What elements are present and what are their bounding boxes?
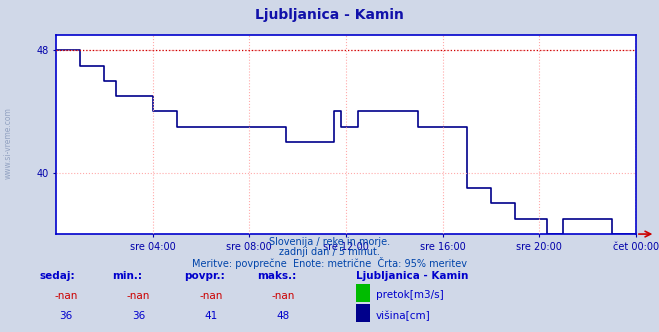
- Text: maks.:: maks.:: [257, 271, 297, 281]
- Text: 41: 41: [204, 311, 217, 321]
- Text: min.:: min.:: [112, 271, 142, 281]
- Text: -nan: -nan: [127, 291, 150, 301]
- Text: 36: 36: [59, 311, 72, 321]
- Text: zadnji dan / 5 minut.: zadnji dan / 5 minut.: [279, 247, 380, 257]
- Text: Ljubljanica - Kamin: Ljubljanica - Kamin: [255, 8, 404, 22]
- Text: sedaj:: sedaj:: [40, 271, 75, 281]
- Text: višina[cm]: višina[cm]: [376, 310, 430, 321]
- Text: 48: 48: [277, 311, 290, 321]
- Text: Meritve: povprečne  Enote: metrične  Črta: 95% meritev: Meritve: povprečne Enote: metrične Črta:…: [192, 257, 467, 269]
- Text: 36: 36: [132, 311, 145, 321]
- Text: -nan: -nan: [272, 291, 295, 301]
- Text: Slovenija / reke in morje.: Slovenija / reke in morje.: [269, 237, 390, 247]
- Text: www.si-vreme.com: www.si-vreme.com: [3, 107, 13, 179]
- Text: pretok[m3/s]: pretok[m3/s]: [376, 290, 444, 300]
- Text: Ljubljanica - Kamin: Ljubljanica - Kamin: [356, 271, 469, 281]
- Text: povpr.:: povpr.:: [185, 271, 225, 281]
- Text: -nan: -nan: [199, 291, 223, 301]
- Text: -nan: -nan: [54, 291, 78, 301]
